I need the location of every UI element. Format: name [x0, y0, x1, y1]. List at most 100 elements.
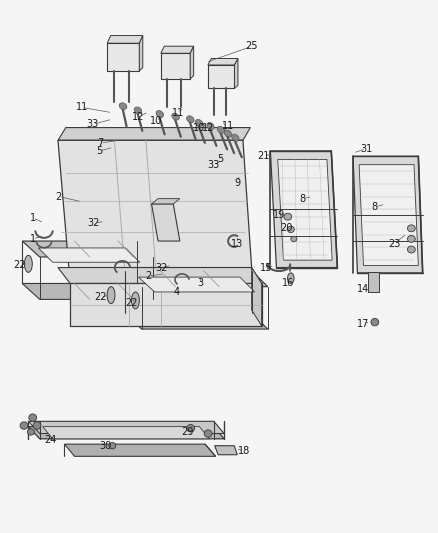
Text: 11: 11 [76, 102, 88, 112]
Text: 2: 2 [145, 271, 152, 281]
Polygon shape [58, 140, 252, 268]
Text: 4: 4 [173, 287, 180, 297]
Ellipse shape [107, 287, 115, 304]
Text: 23: 23 [388, 239, 400, 249]
Text: 21: 21 [257, 151, 269, 161]
Polygon shape [252, 268, 261, 326]
Polygon shape [152, 204, 180, 241]
Text: 12: 12 [202, 123, 214, 133]
Text: 2: 2 [56, 191, 62, 201]
Ellipse shape [187, 116, 194, 123]
Ellipse shape [371, 318, 379, 326]
Ellipse shape [407, 246, 415, 253]
Ellipse shape [25, 255, 32, 272]
Polygon shape [39, 248, 140, 262]
Polygon shape [270, 151, 337, 268]
Ellipse shape [187, 424, 194, 432]
Ellipse shape [224, 130, 232, 137]
Polygon shape [28, 426, 224, 439]
Ellipse shape [119, 103, 127, 109]
Polygon shape [278, 159, 332, 260]
Polygon shape [138, 277, 254, 292]
Polygon shape [58, 127, 251, 140]
Polygon shape [64, 444, 215, 456]
Ellipse shape [407, 225, 415, 232]
Ellipse shape [207, 123, 214, 130]
Text: 22: 22 [94, 292, 107, 302]
Bar [368, 272, 379, 292]
Text: 14: 14 [357, 284, 370, 294]
Text: 5: 5 [217, 155, 223, 164]
Ellipse shape [134, 107, 142, 114]
Ellipse shape [33, 422, 41, 429]
Ellipse shape [232, 134, 239, 141]
Polygon shape [152, 199, 180, 204]
Text: 33: 33 [87, 119, 99, 130]
Polygon shape [208, 59, 238, 65]
Polygon shape [125, 313, 268, 329]
Text: 8: 8 [300, 193, 306, 204]
Ellipse shape [28, 429, 35, 435]
Text: 29: 29 [181, 427, 194, 437]
Ellipse shape [172, 113, 179, 120]
Ellipse shape [109, 442, 116, 449]
Polygon shape [58, 268, 261, 284]
Text: 19: 19 [273, 209, 285, 220]
Ellipse shape [407, 236, 415, 243]
Text: 13: 13 [231, 239, 244, 249]
Text: 7: 7 [98, 138, 104, 148]
Text: 5: 5 [96, 146, 102, 156]
Polygon shape [208, 65, 234, 88]
Text: 20: 20 [280, 223, 293, 233]
Polygon shape [22, 284, 153, 300]
Text: 17: 17 [357, 319, 370, 329]
Text: 32: 32 [88, 218, 100, 228]
Polygon shape [107, 43, 139, 71]
Ellipse shape [284, 213, 292, 220]
Polygon shape [161, 46, 194, 53]
Polygon shape [353, 156, 423, 273]
Text: 24: 24 [44, 435, 57, 446]
Ellipse shape [287, 226, 294, 232]
Text: 11: 11 [172, 108, 184, 118]
Text: 11: 11 [222, 121, 234, 131]
Polygon shape [234, 59, 238, 88]
Ellipse shape [217, 126, 225, 133]
Polygon shape [22, 241, 153, 257]
Polygon shape [125, 271, 268, 287]
Text: 31: 31 [360, 144, 372, 154]
Polygon shape [43, 426, 209, 439]
Text: 22: 22 [14, 261, 26, 270]
Polygon shape [107, 36, 143, 43]
Text: 1: 1 [30, 213, 36, 223]
Ellipse shape [29, 414, 37, 421]
Text: 32: 32 [155, 263, 168, 272]
Ellipse shape [20, 422, 28, 429]
Polygon shape [161, 53, 190, 79]
Polygon shape [139, 36, 143, 71]
Text: 25: 25 [245, 42, 258, 52]
Text: 3: 3 [198, 278, 204, 288]
Polygon shape [215, 446, 237, 455]
Text: 16: 16 [282, 278, 294, 288]
Polygon shape [359, 165, 418, 265]
Polygon shape [70, 284, 261, 326]
Text: 10: 10 [150, 116, 162, 126]
Ellipse shape [131, 292, 139, 309]
Polygon shape [28, 421, 224, 433]
Text: 8: 8 [372, 202, 378, 212]
Ellipse shape [204, 430, 212, 437]
Text: 33: 33 [208, 160, 220, 169]
Ellipse shape [156, 110, 163, 117]
Polygon shape [190, 46, 194, 79]
Ellipse shape [195, 119, 203, 126]
Text: 1: 1 [30, 234, 36, 244]
Text: 18: 18 [238, 446, 251, 456]
Ellipse shape [288, 273, 294, 284]
Text: 12: 12 [132, 112, 145, 122]
Text: 22: 22 [125, 297, 138, 308]
Text: 9: 9 [234, 177, 240, 188]
Ellipse shape [291, 236, 297, 241]
Text: 15: 15 [260, 263, 272, 272]
Text: 10: 10 [193, 123, 205, 133]
